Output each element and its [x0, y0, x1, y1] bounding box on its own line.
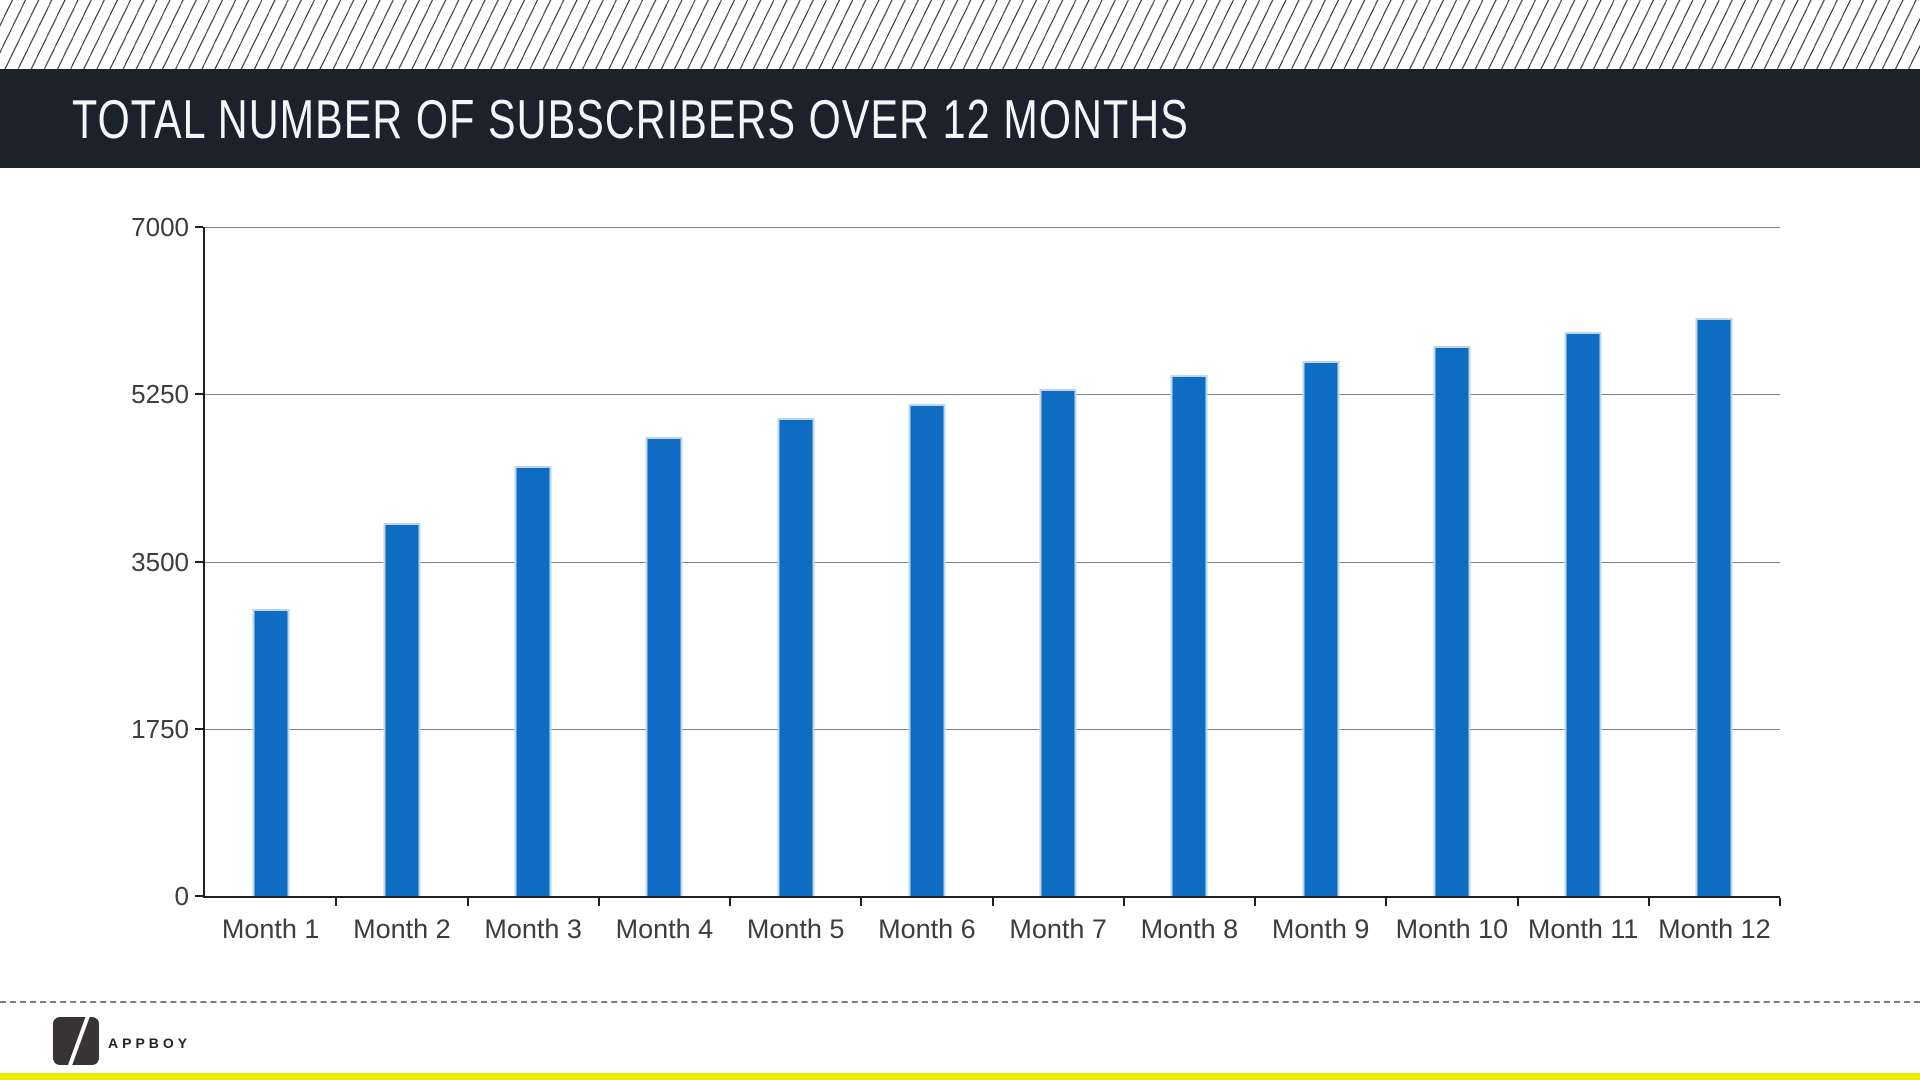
x-axis-label: Month 9: [1271, 914, 1370, 944]
category-slot: Month 5: [730, 227, 863, 944]
bar-month-1: [252, 609, 290, 896]
x-axis-label: Month 2: [353, 914, 451, 944]
appboy-logo-icon: [53, 1017, 99, 1065]
y-axis-tick: [195, 393, 203, 396]
category-slots: Month 1 Month 2 Month 3 Month 4 Month 5 Month…: [205, 227, 1781, 944]
bar-month-9: [1302, 360, 1340, 896]
y-axis-label: 3500: [131, 546, 189, 577]
logo-slash-icon: [65, 1017, 93, 1065]
gridline: [205, 394, 1780, 396]
x-axis-label: Month 10: [1395, 914, 1509, 944]
bar-month-12: [1695, 317, 1733, 896]
gridline: [205, 561, 1780, 563]
y-axis-tick: [195, 226, 203, 228]
bar-month-7: [1039, 389, 1077, 896]
bar-month-5: [777, 418, 815, 896]
x-axis-tick: [1779, 898, 1781, 906]
category-slot: Month 7: [993, 227, 1125, 944]
footer-divider: [0, 1001, 1920, 1003]
x-axis-label: Month 1: [221, 914, 320, 944]
x-axis-label: Month 5: [746, 914, 845, 944]
page-title: TOTAL NUMBER OF SUBSCRIBERS OVER 12 MONT…: [72, 87, 1189, 150]
x-axis-label: Month 8: [1140, 914, 1239, 944]
bar-month-3: [514, 465, 552, 896]
x-axis-tick: [1647, 898, 1650, 906]
category-slot: Month 1: [205, 227, 338, 944]
category-slot: Month 3: [468, 227, 600, 944]
y-axis-label: 0: [174, 881, 189, 911]
bottom-accent-strip: [0, 1073, 1920, 1080]
bar-month-11: [1564, 332, 1602, 896]
x-axis-label: Month 7: [1009, 914, 1107, 944]
x-axis-tick: [1385, 898, 1388, 906]
x-axis-tick: [597, 898, 600, 906]
category-slot: Month 9: [1255, 227, 1388, 944]
y-axis-label: 1750: [131, 713, 189, 744]
category-slot: Month 11: [1518, 227, 1650, 944]
category-slot: Month 2: [336, 227, 469, 944]
x-axis-label: Month 6: [878, 914, 976, 944]
y-axis-tick: [195, 727, 203, 730]
y-axis-tick: [195, 560, 203, 563]
gridline: [205, 728, 1780, 730]
x-axis-tick: [729, 898, 731, 906]
x-axis-label: Month 4: [615, 914, 714, 944]
plot-area: 0 1750 3500 5250 7000 Month 1 Month 2 Month 3 Mo…: [131, 214, 1781, 944]
gridline: [205, 227, 1780, 228]
y-axis-tick: [195, 895, 203, 897]
y-axis-label: 7000: [131, 212, 189, 242]
x-axis-label: Month 11: [1527, 914, 1639, 944]
brand-name: APPBOY: [108, 1035, 192, 1051]
x-axis-tick: [1516, 898, 1519, 906]
bar-month-2: [383, 523, 421, 896]
category-slot: Month 10: [1386, 227, 1519, 944]
bar-month-8: [1170, 375, 1208, 896]
x-axis-tick: [466, 898, 469, 906]
x-axis-tick: [335, 898, 338, 906]
category-slot: Month 12: [1649, 227, 1781, 944]
slide-title-bar: TOTAL NUMBER OF SUBSCRIBERS OVER 12 MONT…: [0, 69, 1920, 168]
x-axis-label: Month 3: [484, 914, 582, 944]
x-axis-tick: [991, 898, 994, 906]
bar-month-4: [645, 437, 683, 896]
x-axis-tick: [1122, 898, 1125, 906]
category-slot: Month 6: [861, 227, 994, 944]
y-axis-label: 5250: [131, 379, 189, 410]
category-slot: Month 4: [599, 227, 731, 944]
x-axis-tick: [860, 898, 863, 906]
x-axis-tick: [1254, 898, 1256, 906]
x-axis-label: Month 12: [1658, 914, 1771, 944]
bar-month-6: [908, 403, 946, 896]
bar-month-10: [1433, 346, 1471, 896]
hatch-pattern-strip: [0, 0, 1920, 69]
category-slot: Month 8: [1124, 227, 1256, 944]
